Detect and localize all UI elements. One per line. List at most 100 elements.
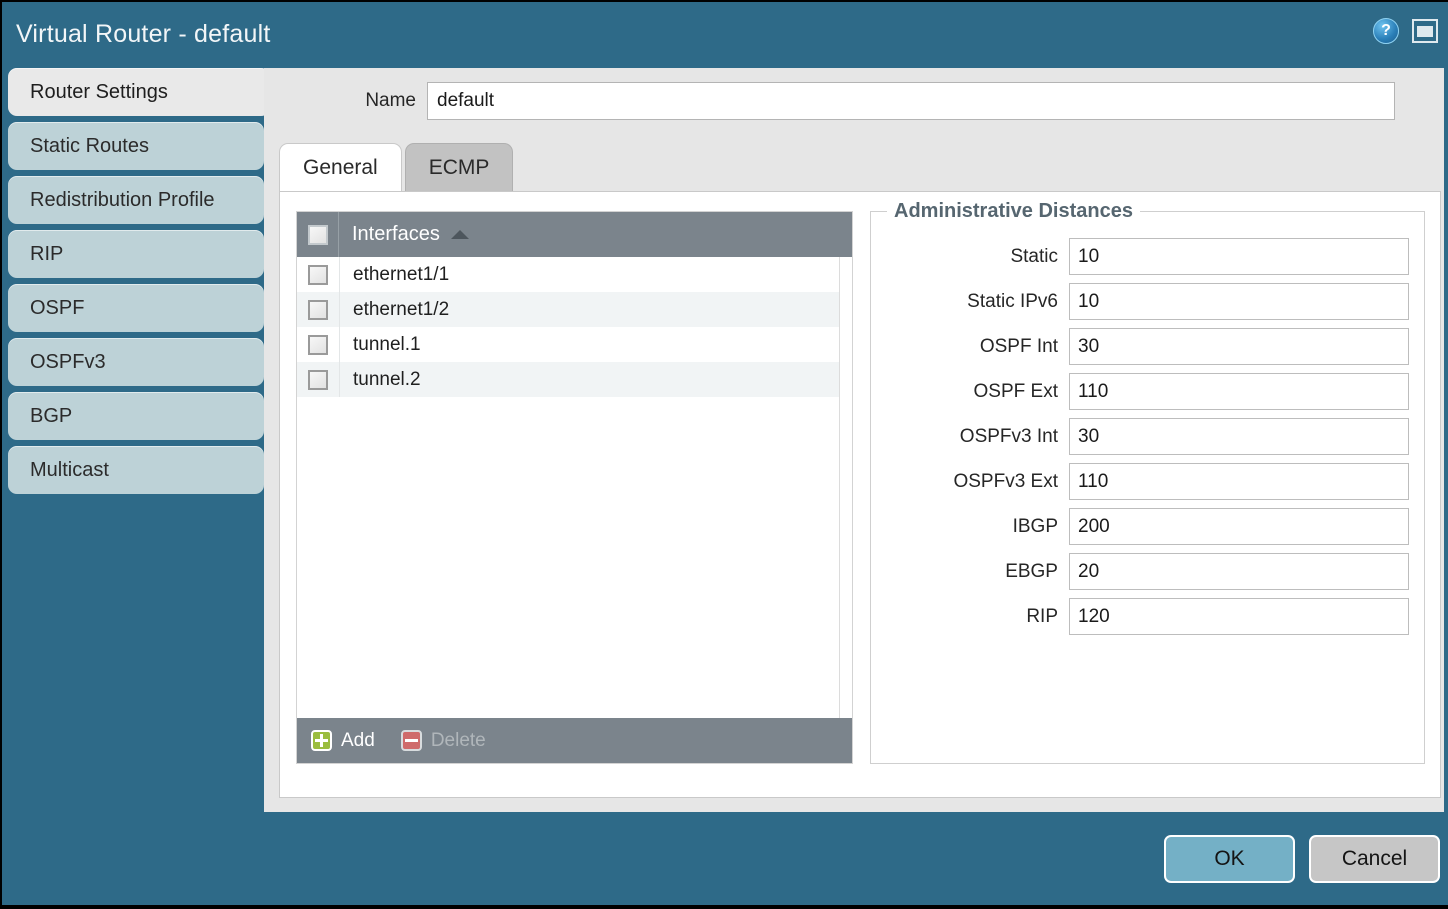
- select-all-checkbox[interactable]: [307, 224, 328, 245]
- maximize-icon[interactable]: [1412, 19, 1438, 43]
- window-title: Virtual Router - default: [16, 20, 271, 48]
- ospf-ext-distance-input[interactable]: [1069, 373, 1409, 410]
- row-checkbox[interactable]: [308, 334, 328, 355]
- table-row[interactable]: tunnel.2: [297, 362, 852, 397]
- add-button[interactable]: Add: [311, 730, 375, 752]
- field-row-ospf-ext: OSPF Ext: [871, 369, 1424, 414]
- sidebar-item-label: Static Routes: [30, 134, 149, 157]
- interface-name: ethernet1/1: [339, 257, 852, 292]
- field-label: IBGP: [1012, 515, 1058, 537]
- field-row-static: Static: [871, 234, 1424, 279]
- row-select-cell: [297, 334, 339, 355]
- interfaces-column-header[interactable]: Interfaces: [339, 223, 469, 246]
- field-label: Static IPv6: [967, 290, 1058, 312]
- delete-button-label: Delete: [430, 729, 486, 751]
- field-row-ospf-int: OSPF Int: [871, 324, 1424, 369]
- title-bar-icons: ?: [1373, 18, 1438, 44]
- sidebar-item-ospfv3[interactable]: OSPFv3: [8, 338, 264, 386]
- interfaces-table-header: Interfaces: [297, 212, 852, 257]
- interface-name: tunnel.2: [339, 362, 852, 397]
- table-scrollbar[interactable]: [839, 257, 852, 718]
- sidebar-item-multicast[interactable]: Multicast: [8, 446, 264, 494]
- minus-icon: [400, 730, 422, 751]
- field-row-ospfv3-ext: OSPFv3 Ext: [871, 459, 1424, 504]
- tab-ecmp[interactable]: ECMP: [404, 143, 514, 191]
- tab-label: General: [303, 155, 378, 179]
- dialog-footer: OK Cancel: [2, 812, 1448, 905]
- table-row[interactable]: ethernet1/1: [297, 257, 852, 292]
- title-bar: Virtual Router - default ?: [2, 2, 1448, 68]
- right-edge-strip: [1444, 68, 1448, 812]
- footer-buttons: OK Cancel: [1164, 835, 1440, 883]
- sort-ascending-icon[interactable]: [450, 230, 469, 239]
- sidebar-item-redistribution-profile[interactable]: Redistribution Profile: [8, 176, 264, 224]
- row-checkbox[interactable]: [308, 299, 328, 320]
- tab-general[interactable]: General: [279, 143, 402, 191]
- table-row[interactable]: tunnel.1: [297, 327, 852, 362]
- row-select-cell: [297, 299, 339, 320]
- sidebar-item-label: Router Settings: [30, 80, 168, 103]
- interfaces-table-body: ethernet1/1 ethernet1/2 tunnel.1: [297, 257, 852, 718]
- ebgp-distance-input[interactable]: [1069, 553, 1409, 590]
- row-checkbox[interactable]: [308, 369, 328, 390]
- content-panel: Name General ECMP Interfaces: [264, 68, 1444, 812]
- sidebar-item-bgp[interactable]: BGP: [8, 392, 264, 440]
- ok-button-label: OK: [1214, 847, 1245, 870]
- table-row[interactable]: ethernet1/2: [297, 292, 852, 327]
- field-row-ospfv3-int: OSPFv3 Int: [871, 414, 1424, 459]
- interface-name: tunnel.1: [339, 327, 852, 362]
- rip-distance-input[interactable]: [1069, 598, 1409, 635]
- name-input[interactable]: [427, 82, 1395, 120]
- field-label: RIP: [1026, 605, 1058, 627]
- sidebar-item-label: Redistribution Profile: [30, 188, 215, 211]
- administrative-distances-group: Administrative Distances Static Static I…: [870, 200, 1425, 764]
- cancel-button[interactable]: Cancel: [1309, 835, 1440, 883]
- delete-button[interactable]: Delete: [400, 729, 486, 752]
- row-select-cell: [297, 264, 339, 285]
- name-row: Name: [264, 82, 1444, 120]
- ok-button[interactable]: OK: [1164, 835, 1295, 883]
- administrative-distances-legend: Administrative Distances: [887, 200, 1140, 223]
- interfaces-table-footer: Add Delete: [297, 718, 852, 763]
- select-all-cell: [297, 212, 339, 257]
- field-row-static-ipv6: Static IPv6: [871, 279, 1424, 324]
- plus-icon: [311, 730, 332, 751]
- sidebar-item-label: RIP: [30, 242, 64, 265]
- static-distance-input[interactable]: [1069, 238, 1409, 275]
- cancel-button-label: Cancel: [1341, 847, 1408, 870]
- field-row-ebgp: EBGP: [871, 549, 1424, 594]
- interfaces-table: Interfaces ethernet1/1: [296, 211, 853, 764]
- ospf-int-distance-input[interactable]: [1069, 328, 1409, 365]
- tab-label: ECMP: [428, 155, 490, 179]
- ospfv3-int-distance-input[interactable]: [1069, 418, 1409, 455]
- field-label: Static: [1010, 245, 1058, 267]
- help-icon[interactable]: ?: [1373, 18, 1399, 44]
- sidebar-item-ospf[interactable]: OSPF: [8, 284, 264, 332]
- field-label: OSPFv3 Ext: [953, 470, 1058, 492]
- tab-bar: General ECMP: [279, 143, 514, 191]
- row-select-cell: [297, 369, 339, 390]
- add-button-label: Add: [341, 729, 375, 751]
- field-row-rip: RIP: [871, 594, 1424, 639]
- row-checkbox[interactable]: [308, 264, 328, 285]
- sidebar-item-label: Multicast: [30, 458, 109, 481]
- sidebar-item-router-settings[interactable]: Router Settings: [8, 68, 270, 116]
- static-ipv6-distance-input[interactable]: [1069, 283, 1409, 320]
- field-row-ibgp: IBGP: [871, 504, 1424, 549]
- interfaces-column-label: Interfaces: [352, 223, 440, 245]
- interface-name: ethernet1/2: [339, 292, 852, 327]
- sidebar-item-label: OSPF: [30, 296, 85, 319]
- field-label: OSPFv3 Int: [959, 425, 1058, 447]
- sidebar-item-label: OSPFv3: [30, 350, 106, 373]
- ospfv3-ext-distance-input[interactable]: [1069, 463, 1409, 500]
- field-label: OSPF Ext: [973, 380, 1058, 402]
- name-label: Name: [365, 90, 416, 111]
- field-label: EBGP: [1005, 560, 1058, 582]
- sidebar-item-rip[interactable]: RIP: [8, 230, 264, 278]
- sidebar: Router Settings Static Routes Redistribu…: [8, 68, 270, 808]
- ibgp-distance-input[interactable]: [1069, 508, 1409, 545]
- sidebar-item-label: BGP: [30, 404, 73, 427]
- general-tab-panel: Interfaces ethernet1/1: [279, 191, 1441, 798]
- sidebar-item-static-routes[interactable]: Static Routes: [8, 122, 264, 170]
